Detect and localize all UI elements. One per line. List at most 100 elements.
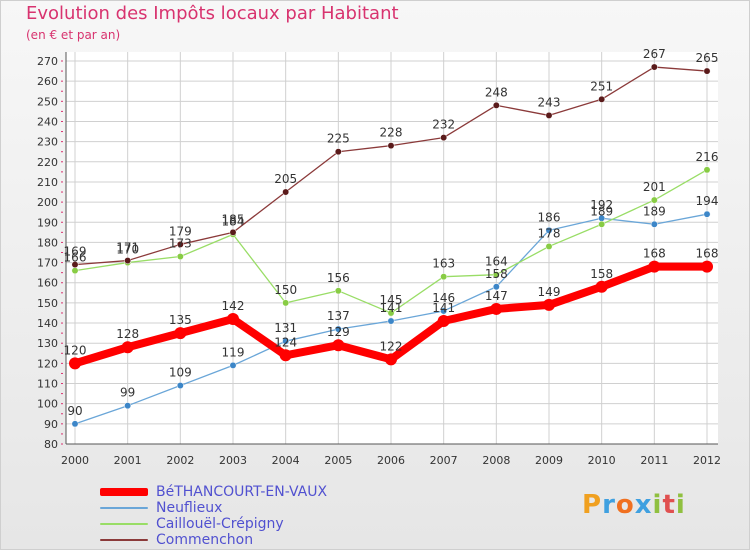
data-label-2: 166 (64, 251, 87, 265)
y-tick-label: 220 (37, 156, 58, 169)
y-minor-tick (61, 383, 63, 385)
legend-swatch-bethancourt (100, 488, 148, 496)
data-point-3 (492, 101, 500, 109)
y-minor-tick (61, 292, 63, 294)
legend-label-neuflieux: Neuflieux (156, 500, 223, 516)
chart-subtitle: (en € et par an) (26, 28, 121, 42)
data-label-3: 185 (222, 212, 245, 226)
y-minor-tick (61, 90, 63, 92)
y-minor-tick (61, 423, 63, 425)
y-minor-tick (61, 211, 63, 213)
data-point-0 (69, 357, 81, 370)
data-label-0: 141 (432, 301, 455, 315)
x-tick-label: 2011 (640, 454, 668, 467)
x-tick-label: 2001 (114, 454, 142, 467)
data-label-1: 192 (590, 198, 613, 212)
data-label-0: 122 (380, 339, 403, 353)
data-point-3 (229, 228, 237, 236)
data-label-0: 120 (64, 343, 87, 357)
data-label-1: 189 (643, 204, 666, 218)
logo-letter: P (582, 490, 603, 520)
data-point-2 (334, 287, 342, 295)
data-point-2 (176, 253, 184, 260)
data-point-0 (279, 349, 292, 362)
y-minor-tick (61, 332, 63, 334)
y-tick-label: 160 (37, 277, 58, 290)
data-point-3 (124, 257, 132, 265)
x-tick-label: 2012 (693, 454, 721, 467)
y-tick-label: 180 (37, 236, 58, 249)
y-minor-tick (61, 110, 63, 112)
data-label-2: 163 (432, 257, 455, 271)
data-point-0 (701, 260, 713, 273)
y-minor-tick (61, 272, 63, 274)
y-minor-tick (61, 262, 63, 264)
y-minor-tick (61, 362, 63, 364)
y-tick-label: 120 (37, 357, 58, 370)
data-point-1 (650, 220, 658, 228)
data-point-2 (71, 267, 79, 275)
data-point-0 (595, 280, 608, 293)
y-minor-tick (61, 60, 63, 62)
data-point-1 (71, 420, 79, 428)
data-label-2: 164 (485, 255, 508, 269)
data-label-3: 225 (327, 132, 350, 146)
data-label-1: 119 (222, 345, 245, 359)
data-label-2: 170 (116, 243, 139, 257)
y-minor-tick (61, 100, 63, 102)
y-minor-tick (61, 241, 63, 243)
data-label-2: 201 (643, 180, 666, 194)
y-tick-label: 230 (37, 136, 58, 149)
data-label-2: 173 (169, 237, 192, 251)
y-minor-tick (61, 443, 63, 445)
data-point-1 (124, 402, 132, 410)
data-label-1: 90 (67, 404, 82, 418)
data-label-2: 178 (538, 226, 561, 240)
x-tick-label: 2007 (430, 454, 458, 467)
data-label-0: 129 (327, 325, 350, 339)
data-label-0: 128 (116, 327, 139, 341)
legend-swatch-commenchon (100, 539, 148, 541)
data-point-0 (543, 298, 555, 311)
y-tick-label: 140 (37, 317, 58, 330)
y-minor-tick (61, 413, 63, 415)
data-label-0: 135 (169, 313, 192, 327)
legend-swatch-neuflieux (100, 507, 148, 509)
y-minor-tick (61, 302, 63, 304)
data-point-1 (229, 361, 237, 369)
data-label-2: 150 (274, 283, 297, 297)
x-tick-label: 2004 (272, 454, 300, 467)
data-point-2 (282, 299, 290, 307)
y-minor-tick (61, 282, 63, 284)
legend-swatch-caillouel (100, 523, 148, 525)
data-label-3: 251 (590, 79, 613, 93)
data-point-3 (650, 63, 658, 71)
data-label-1: 186 (538, 210, 561, 224)
y-minor-tick (61, 352, 63, 354)
y-minor-tick (61, 231, 63, 233)
y-tick-label: 150 (37, 297, 58, 310)
data-point-1 (492, 283, 500, 291)
data-label-0: 142 (222, 299, 245, 313)
data-point-3 (282, 188, 290, 196)
data-point-0 (490, 302, 503, 315)
data-label-1: 131 (274, 321, 297, 335)
data-point-0 (648, 260, 661, 273)
y-tick-label: 100 (37, 398, 58, 411)
x-tick-label: 2005 (324, 454, 352, 467)
data-label-1: 109 (169, 366, 192, 380)
y-tick-label: 80 (44, 438, 58, 451)
y-minor-tick (61, 191, 63, 193)
data-point-1 (387, 317, 395, 325)
data-label-1: 99 (120, 386, 135, 400)
data-point-3 (703, 67, 711, 75)
y-minor-tick (61, 403, 63, 405)
logo-letter: t (662, 490, 676, 520)
proxiti-logo: Proxiti (582, 490, 686, 520)
data-label-0: 168 (643, 247, 666, 261)
x-tick-label: 2002 (166, 454, 194, 467)
y-minor-tick (61, 151, 63, 153)
data-label-3: 171 (116, 241, 139, 255)
logo-letter: i (652, 490, 663, 520)
y-minor-tick (61, 70, 63, 72)
